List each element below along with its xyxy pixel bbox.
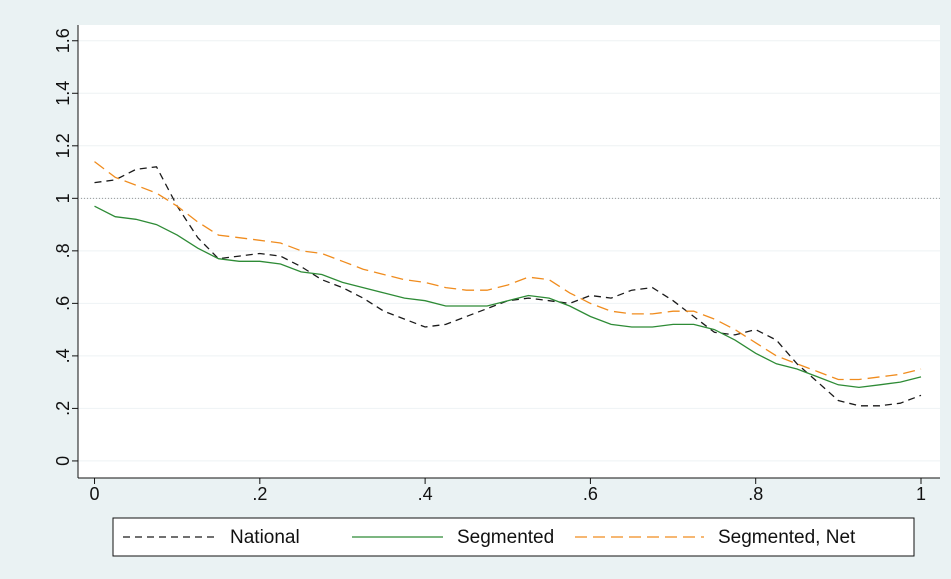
x-tick-label: .8 xyxy=(748,484,763,504)
x-tick-label: .6 xyxy=(583,484,598,504)
y-tick-label: 0 xyxy=(53,456,73,466)
series-line xyxy=(94,205,922,389)
x-tick-label: .4 xyxy=(418,484,433,504)
series-line xyxy=(94,161,922,381)
y-tick-label: 1.4 xyxy=(53,81,73,106)
legend-label: National xyxy=(230,527,300,548)
y-tick-label: 1.6 xyxy=(53,28,73,53)
y-tick-label: 1 xyxy=(53,193,73,203)
x-tick-label: .2 xyxy=(252,484,267,504)
y-tick-label: .8 xyxy=(53,243,73,258)
x-tick-label: 1 xyxy=(916,484,926,504)
legend-box xyxy=(112,517,915,557)
y-tick-label: .2 xyxy=(53,401,73,416)
legend-label: Segmented xyxy=(457,527,554,548)
plot-area xyxy=(78,25,940,478)
y-tick-label: .4 xyxy=(53,348,73,363)
x-tick-label: 0 xyxy=(90,484,100,504)
y-tick-label: .6 xyxy=(53,296,73,311)
legend-label: Segmented, Net xyxy=(718,527,856,548)
y-tick-label: 1.2 xyxy=(53,133,73,158)
